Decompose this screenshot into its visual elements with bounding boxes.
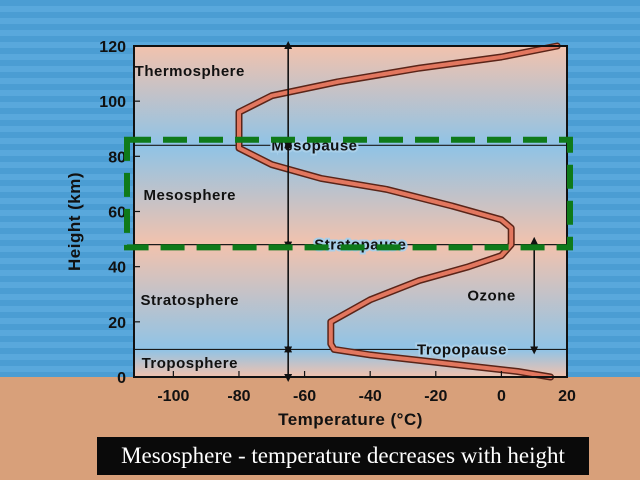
- x-tick-label: -40: [359, 388, 382, 405]
- y-tick-label: 80: [108, 149, 126, 166]
- region-label-troposphere: Troposphere: [142, 355, 238, 372]
- y-tick-label: 20: [108, 315, 126, 332]
- axis-ticks: -100 -80 -60 -40 -20 0 20 0 20 40 60 80 100 120: [99, 39, 576, 405]
- x-tick-label: 0: [497, 388, 506, 405]
- highlight-box: [124, 136, 573, 251]
- y-tick-label: 60: [108, 205, 126, 222]
- y-tick-label: 100: [99, 94, 126, 111]
- caption: Mesosphere - temperature decreases with …: [97, 437, 589, 475]
- x-tick-label: -100: [157, 388, 189, 405]
- layer-band-stratosphere: [134, 244, 567, 350]
- x-tick-label: -60: [293, 388, 316, 405]
- region-label-stratosphere: Stratosphere: [140, 292, 239, 309]
- region-label-mesosphere: Mesosphere: [143, 187, 236, 204]
- x-tick-label: 20: [558, 388, 576, 405]
- layer-band-mesosphere: [134, 145, 567, 245]
- x-tick-label: -20: [424, 388, 447, 405]
- region-label-thermosphere: Thermosphere: [135, 63, 245, 80]
- layer-arrows: [284, 41, 539, 382]
- region-labels: Troposphere Stratosphere Mesosphere Thermos…: [135, 63, 516, 372]
- x-axis-label: Temperature (°C): [278, 410, 423, 429]
- layer-bands: [134, 46, 567, 377]
- y-tick-label: 120: [99, 39, 126, 56]
- x-tick-label: -80: [227, 388, 250, 405]
- temperature-profile-line: [237, 44, 560, 379]
- y-axis-label: Height (km): [65, 172, 84, 271]
- boundary-label-tropopause: Tropopause: [417, 341, 507, 358]
- layer-band-thermosphere: [134, 46, 567, 146]
- y-tick-label: 40: [108, 260, 126, 277]
- y-tick-label: 0: [117, 370, 126, 387]
- annotation-label-ozone: Ozone: [467, 288, 515, 305]
